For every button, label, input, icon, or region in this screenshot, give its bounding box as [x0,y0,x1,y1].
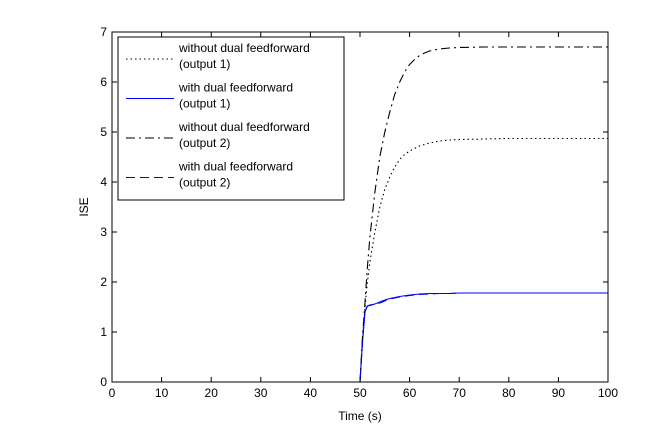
y-tick-label: 2 [100,275,107,289]
series-line-without-dual-feedforward-output-2 [112,46,608,383]
y-tick-label: 3 [100,225,107,239]
x-tick-label: 70 [453,386,467,400]
y-tick-label: 0 [100,375,107,389]
x-tick-label: 50 [353,386,367,400]
legend-entry-label: (output 2) [179,136,230,150]
legend-entry-label: with dual feedforward [178,81,293,95]
legend-entry-label: with dual feedforward [178,160,293,174]
x-tick-label: 20 [205,386,219,400]
series-line-without-dual-feedforward-output-1 [112,137,608,383]
legend-entry-label: (output 1) [179,97,230,111]
y-tick-label: 7 [100,25,107,39]
legend-box [117,36,345,201]
legend-entry-label: without dual feedforward [178,120,310,134]
y-tick-label: 6 [100,75,107,89]
series-line-with-dual-feedforward-output-2 [112,292,608,383]
legend-entry-label: (output 1) [179,57,230,71]
ticks-layer: 0 10 20 30 40 50 60 70 80 90 100 0 1 2 3 4 5 6 7 [100,25,618,400]
x-axis-label: Time (s) [338,409,382,423]
y-axis-label: ISE [77,197,91,216]
x-tick-label: 80 [502,386,516,400]
x-tick-label: 90 [552,386,566,400]
x-tick-label: 30 [254,386,268,400]
legend: without dual feedforward (output 1) with d… [117,36,345,201]
series-layer [112,46,608,383]
legend-entry-label: (output 2) [179,176,230,190]
y-tick-label: 1 [100,325,107,339]
x-tick-label: 10 [155,386,169,400]
y-tick-label: 4 [100,175,107,189]
x-tick-label: 40 [304,386,318,400]
x-tick-label: 60 [403,386,417,400]
x-tick-label: 0 [109,386,116,400]
legend-entry-label: without dual feedforward [178,41,310,55]
y-tick-label: 5 [100,125,107,139]
x-tick-label: 100 [598,386,618,400]
